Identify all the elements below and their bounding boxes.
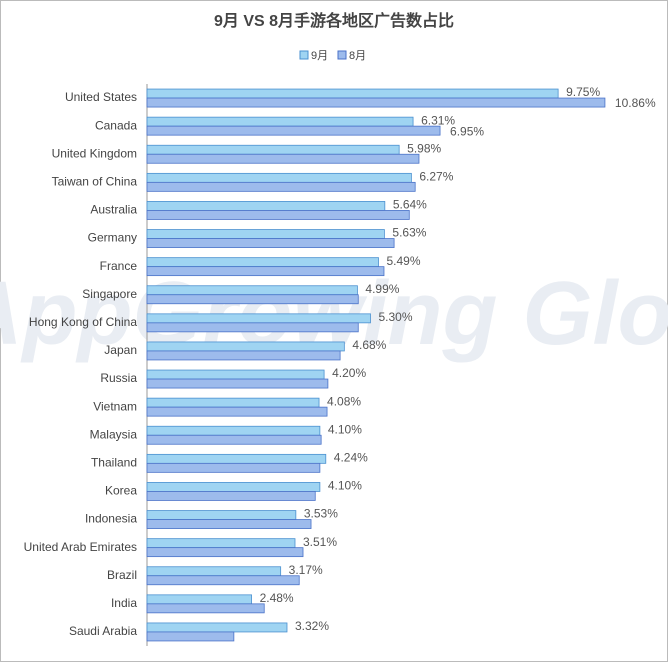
bar [146, 97, 606, 108]
y-tick-label: Canada [95, 118, 137, 132]
bar [146, 153, 420, 164]
bar [146, 210, 410, 220]
bar [146, 482, 321, 492]
value-label: 3.32% [295, 619, 329, 633]
bar [146, 510, 297, 520]
value-label: 4.24% [334, 451, 368, 465]
value-label: 5.30% [378, 310, 412, 324]
bar [146, 313, 371, 324]
bar [146, 378, 329, 389]
bar [146, 547, 304, 558]
y-tick-label: Australia [90, 203, 137, 217]
bar [146, 181, 416, 192]
bar [146, 575, 300, 586]
bar [146, 434, 322, 445]
bar [146, 519, 312, 529]
value-label: 3.51% [303, 535, 337, 549]
value-label: 4.20% [332, 366, 366, 380]
value-label: 4.68% [352, 338, 386, 352]
value-label: 3.53% [304, 507, 338, 521]
legend-swatch [299, 50, 309, 60]
bar [146, 631, 235, 642]
y-tick-label: Thailand [91, 456, 137, 470]
y-tick-label: Vietnam [93, 399, 137, 413]
bar [146, 622, 288, 633]
value-label: 5.49% [386, 254, 420, 268]
bar [146, 88, 559, 99]
bar [146, 594, 252, 605]
y-tick-label: Indonesia [85, 512, 137, 526]
y-tick-label: France [100, 259, 138, 273]
bar [146, 566, 282, 577]
y-tick-label: United Arab Emirates [24, 540, 137, 554]
bar [146, 294, 359, 305]
bar [146, 369, 325, 380]
bar [146, 322, 359, 333]
bar [146, 285, 358, 296]
bar [146, 453, 327, 464]
value-label: 5.63% [392, 226, 426, 240]
bar [146, 406, 328, 417]
value-label: 6.95% [450, 124, 484, 138]
bar [146, 257, 379, 268]
value-label: 4.10% [328, 479, 362, 493]
y-tick-label: Russia [100, 371, 137, 385]
value-label: 6.27% [419, 170, 453, 184]
value-label: 3.17% [289, 563, 323, 577]
y-tick-label: Germany [88, 231, 137, 245]
y-tick-label: Hong Kong of China [29, 315, 137, 329]
bar [146, 462, 321, 473]
value-label: 9.75% [566, 85, 600, 99]
bar [146, 116, 414, 127]
value-label: 6.31% [421, 113, 455, 127]
value-label: 4.10% [328, 422, 362, 436]
bar [146, 603, 265, 614]
y-tick-label: India [111, 596, 137, 610]
legend-label: 8月 [349, 50, 366, 62]
value-label: 4.99% [365, 282, 399, 296]
y-tick-label: Brazil [107, 568, 137, 582]
bar [146, 341, 345, 352]
bar [146, 238, 395, 248]
chart-title: 9月 VS 8月手游各地区广告数占比 [214, 11, 454, 30]
y-tick-label: Saudi Arabia [69, 624, 137, 638]
bar [146, 350, 341, 361]
legend-label: 9月 [311, 50, 328, 62]
y-tick-label: Japan [104, 343, 137, 357]
bar [146, 266, 385, 277]
y-tick-label: Taiwan of China [52, 175, 138, 189]
bar [146, 201, 386, 211]
value-label: 5.64% [393, 198, 427, 212]
y-tick-label: United States [65, 90, 137, 104]
value-label: 4.08% [327, 394, 361, 408]
value-label: 5.98% [407, 141, 441, 155]
y-tick-label: Malaysia [90, 427, 138, 441]
value-label: 10.86% [615, 96, 656, 110]
legend-swatch [337, 50, 347, 60]
y-tick-label: United Kingdom [52, 146, 137, 160]
y-tick-label: Korea [105, 484, 137, 498]
bar [146, 144, 400, 155]
bar [146, 425, 321, 436]
bar [146, 491, 316, 501]
y-tick-label: Singapore [82, 287, 137, 301]
bar [146, 397, 320, 408]
bar [146, 229, 385, 239]
bar [146, 172, 412, 183]
bar [146, 538, 296, 549]
bar [146, 125, 441, 136]
value-label: 2.48% [260, 591, 294, 605]
